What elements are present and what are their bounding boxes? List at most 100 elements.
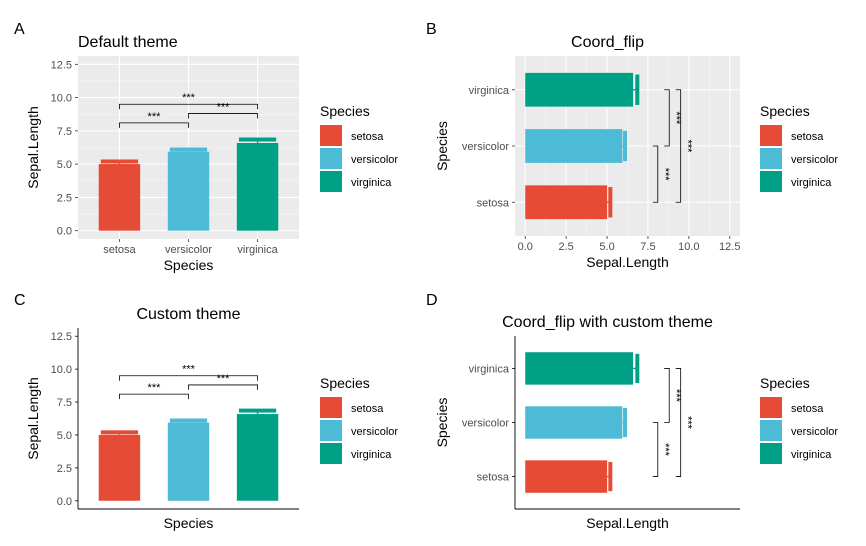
category-tick-label: virginica — [469, 85, 510, 97]
panel-b: B Coord_flip *** *** *** setosa versicolor virg… — [426, 21, 838, 270]
significance-bracket — [119, 122, 189, 128]
significance-label: *** — [670, 111, 682, 125]
significance-label: *** — [148, 382, 162, 394]
error-bar-cap — [623, 130, 628, 162]
significance-label: *** — [659, 168, 671, 182]
legend-label: setosa — [791, 403, 824, 415]
legend-title: Species — [320, 103, 370, 119]
error-bar-cap — [635, 353, 640, 384]
bar-virginica — [236, 414, 279, 501]
significance-bracket — [188, 384, 258, 390]
value-tick-label: 2.5 — [57, 192, 72, 204]
x-axis-title: Species — [164, 257, 214, 273]
value-tick-label: 7.5 — [57, 397, 72, 409]
legend-key-setosa — [320, 125, 342, 146]
legend-label: setosa — [791, 131, 824, 143]
panel-tag: B — [426, 21, 437, 38]
bar-setosa — [98, 164, 141, 231]
value-tick-label: 7.5 — [640, 241, 655, 253]
category-tick-label: versicolor — [462, 141, 509, 153]
significance-bracket — [675, 368, 682, 477]
category-tick-label: virginica — [469, 363, 510, 375]
legend-label: virginica — [791, 449, 832, 461]
error-bar-cap — [608, 187, 613, 218]
error-bar-cap — [169, 147, 208, 152]
error-bar-cap — [608, 461, 613, 492]
chart-title: Coord_flip with custom theme — [502, 314, 713, 331]
bar-versicolor — [167, 422, 210, 501]
value-tick-label: 0.0 — [518, 241, 533, 253]
value-tick-label: 12.5 — [719, 241, 740, 253]
legend-key-versicolor — [320, 148, 342, 169]
x-axis-title: Sepal.Length — [586, 254, 669, 270]
significance-label: *** — [148, 111, 162, 123]
legend-label: virginica — [791, 177, 832, 189]
value-tick-label: 0.0 — [57, 226, 72, 238]
significance-label: *** — [182, 92, 196, 104]
value-tick-label: 10.0 — [51, 93, 72, 105]
legend-label: setosa — [351, 131, 384, 143]
value-tick-label: 5.0 — [57, 430, 72, 442]
error-bar-cap — [169, 418, 208, 423]
significance-bracket — [664, 89, 670, 147]
legend-key-virginica — [320, 443, 342, 464]
error-bar-cap — [100, 159, 139, 164]
chart-title: Coord_flip — [571, 34, 644, 51]
value-tick-label: 10.0 — [51, 364, 72, 376]
significance-bracket — [664, 368, 670, 423]
bar-versicolor — [167, 151, 210, 231]
significance-label: *** — [682, 140, 694, 154]
panel-a: A Default theme *** *** *** setosa versicolor v… — [14, 21, 398, 273]
bar-setosa — [525, 185, 608, 220]
significance-label: *** — [217, 373, 231, 385]
legend-key-versicolor — [760, 420, 782, 441]
legend: Species setosa versicolor virginica — [760, 103, 838, 192]
legend-key-setosa — [760, 397, 782, 418]
significance-label: *** — [182, 364, 196, 376]
significance-label: *** — [217, 102, 231, 114]
value-tick-label: 7.5 — [57, 126, 72, 138]
legend: Species setosa versicolor virginica — [320, 375, 398, 464]
category-tick-label: versicolor — [165, 244, 212, 256]
value-tick-label: 12.5 — [51, 59, 72, 71]
legend-label: setosa — [351, 403, 384, 415]
chart-title: Default theme — [78, 34, 178, 51]
error-bar-cap — [238, 137, 277, 142]
legend-label: versicolor — [351, 426, 398, 438]
category-tick-label: versicolor — [462, 418, 509, 430]
legend-title: Species — [760, 375, 810, 391]
category-tick-label: setosa — [103, 244, 136, 256]
value-tick-label: 5.0 — [57, 159, 72, 171]
category-tick-label: setosa — [477, 197, 510, 209]
bar-virginica — [236, 143, 279, 231]
legend-label: virginica — [351, 449, 392, 461]
significance-label: *** — [659, 443, 671, 457]
value-tick-label: 10.0 — [678, 241, 699, 253]
legend-key-virginica — [760, 443, 782, 464]
legend: Species setosa versicolor virginica — [760, 375, 838, 464]
legend: Species setosa versicolor virginica — [320, 103, 398, 192]
panel-d: D Coord_flip with custom theme *** *** *** se… — [426, 292, 838, 531]
y-axis-title: Species — [434, 121, 450, 171]
legend-label: versicolor — [791, 426, 838, 438]
chart-title: Custom theme — [136, 306, 240, 323]
bar-setosa — [525, 460, 608, 493]
bar-setosa — [98, 434, 141, 501]
significance-label: *** — [670, 389, 682, 403]
y-axis-title: Sepal.Length — [25, 106, 41, 189]
significance-bracket — [188, 113, 258, 119]
legend-key-versicolor — [320, 420, 342, 441]
panel-tag: C — [14, 292, 26, 309]
error-bar-cap — [635, 74, 640, 105]
y-axis-title: Sepal.Length — [25, 377, 41, 460]
x-axis-title: Sepal.Length — [586, 515, 669, 531]
legend-key-virginica — [760, 171, 782, 192]
significance-bracket — [119, 103, 258, 110]
legend-label: versicolor — [351, 154, 398, 166]
legend-label: virginica — [351, 177, 392, 189]
legend-key-setosa — [320, 397, 342, 418]
bar-versicolor — [525, 406, 623, 439]
legend-title: Species — [320, 375, 370, 391]
error-bar-cap — [623, 407, 628, 438]
